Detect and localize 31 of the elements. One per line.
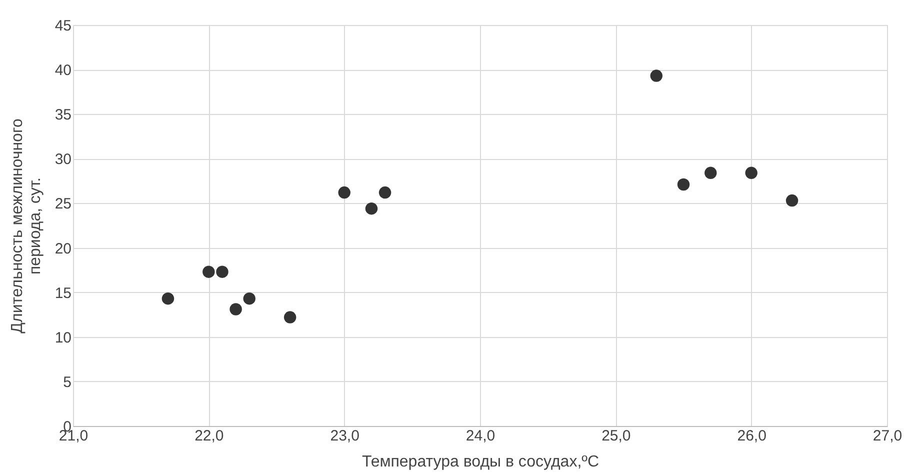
point: [243, 292, 256, 305]
x-axis-title: Температура воды в сосудах,ºC: [362, 454, 600, 470]
y-tick-label: 20: [54, 240, 72, 258]
point: [378, 186, 392, 199]
point: [216, 266, 228, 278]
y-tick-label: 5: [63, 374, 72, 391]
y-tick-label: 10: [54, 329, 72, 346]
point: [365, 202, 378, 215]
x-tick-label: 26,0: [737, 428, 766, 444]
point: [786, 194, 798, 207]
point: [745, 166, 758, 180]
point: [162, 292, 174, 305]
y-tick-label: 25: [54, 196, 72, 213]
y-tick-label: 45: [54, 18, 72, 34]
y-axis-title: Длительность межлиночного периода, сут.: [8, 118, 44, 334]
y-tick-label: 35: [54, 106, 72, 124]
y-tick-label: 40: [54, 62, 72, 80]
y-tick-label: 30: [54, 151, 72, 168]
x-tick-label: 22,0: [194, 428, 224, 444]
point: [677, 178, 690, 191]
x-tick-label: 24,0: [466, 428, 496, 444]
point: [230, 303, 242, 316]
y-tick-label: 15: [54, 284, 72, 302]
point: [202, 266, 215, 278]
x-tick-label: 23,0: [330, 428, 360, 444]
point: [650, 70, 662, 82]
point: [284, 311, 296, 324]
x-tick-label: 27,0: [872, 428, 902, 444]
point: [338, 186, 350, 199]
x-tick-label: 25,0: [602, 428, 631, 444]
point: [704, 166, 717, 180]
